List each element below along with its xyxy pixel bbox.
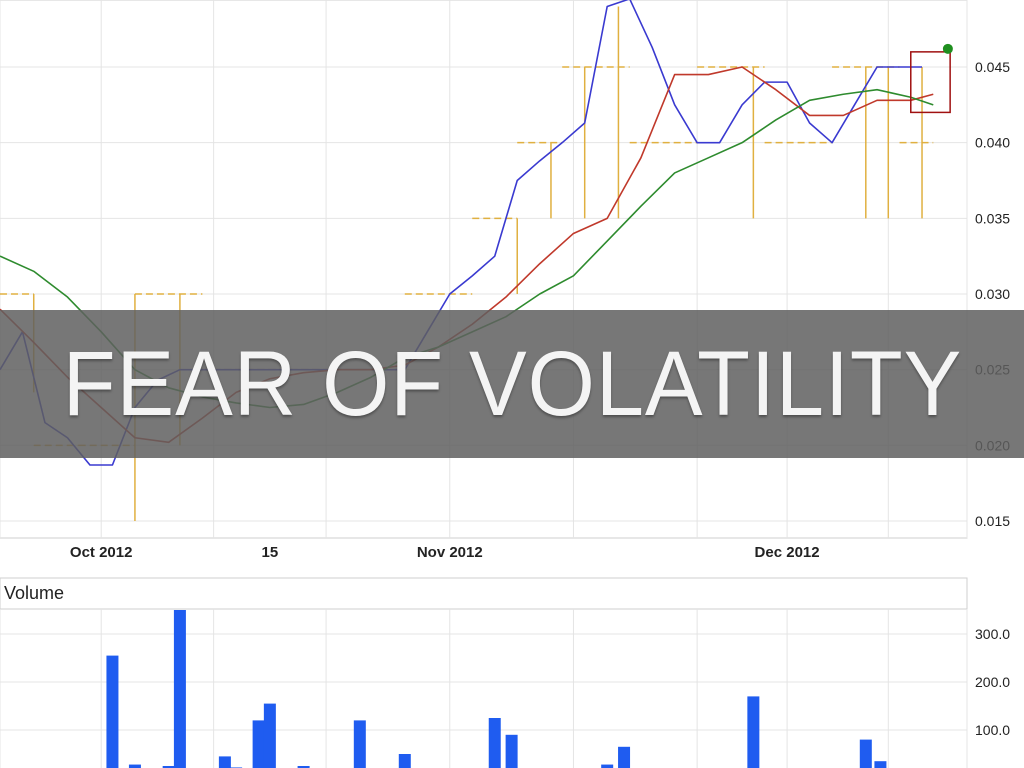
- x-axis-tick-label: Oct 2012: [70, 544, 133, 561]
- volume-y-tick-label: 300.0: [975, 626, 1010, 642]
- title-banner: FEAR OF VOLATILITY: [0, 310, 1024, 458]
- x-axis-tick-label: 15: [262, 544, 279, 561]
- volume-bar: [106, 655, 119, 768]
- volume-bar: [601, 764, 614, 768]
- volume-bar: [263, 703, 276, 768]
- volume-y-tick-label: 100.0: [975, 722, 1010, 738]
- volume-y-tick-label: 200.0: [975, 674, 1010, 690]
- volume-bar: [252, 720, 265, 768]
- price-y-tick-label: 0.040: [975, 135, 1010, 151]
- last-price-marker: [942, 43, 953, 54]
- x-axis-tick-label: Dec 2012: [755, 544, 820, 561]
- last-price-highlight-box: [910, 51, 951, 114]
- price-y-tick-label: 0.030: [975, 286, 1010, 302]
- price-y-tick-label: 0.015: [975, 513, 1010, 529]
- volume-bar: [173, 610, 186, 768]
- volume-bar: [488, 718, 501, 768]
- volume-bar: [398, 754, 411, 768]
- volume-bar: [218, 756, 231, 768]
- volume-bar: [128, 764, 141, 768]
- x-axis-tick-label: Nov 2012: [417, 544, 483, 561]
- volume-panel-title: Volume: [4, 583, 64, 603]
- volume-bar: [505, 734, 518, 768]
- banner-title: FEAR OF VOLATILITY: [62, 332, 962, 435]
- volume-bar: [353, 720, 366, 768]
- volume-bar: [859, 739, 872, 768]
- volume-bar: [297, 766, 310, 768]
- volume-panel: [0, 577, 968, 768]
- volume-bar: [874, 761, 887, 768]
- volume-bar: [618, 746, 631, 768]
- price-y-tick-label: 0.035: [975, 210, 1010, 226]
- volume-bar: [747, 696, 760, 768]
- price-y-tick-label: 0.045: [975, 59, 1010, 75]
- volume-bar: [162, 766, 175, 768]
